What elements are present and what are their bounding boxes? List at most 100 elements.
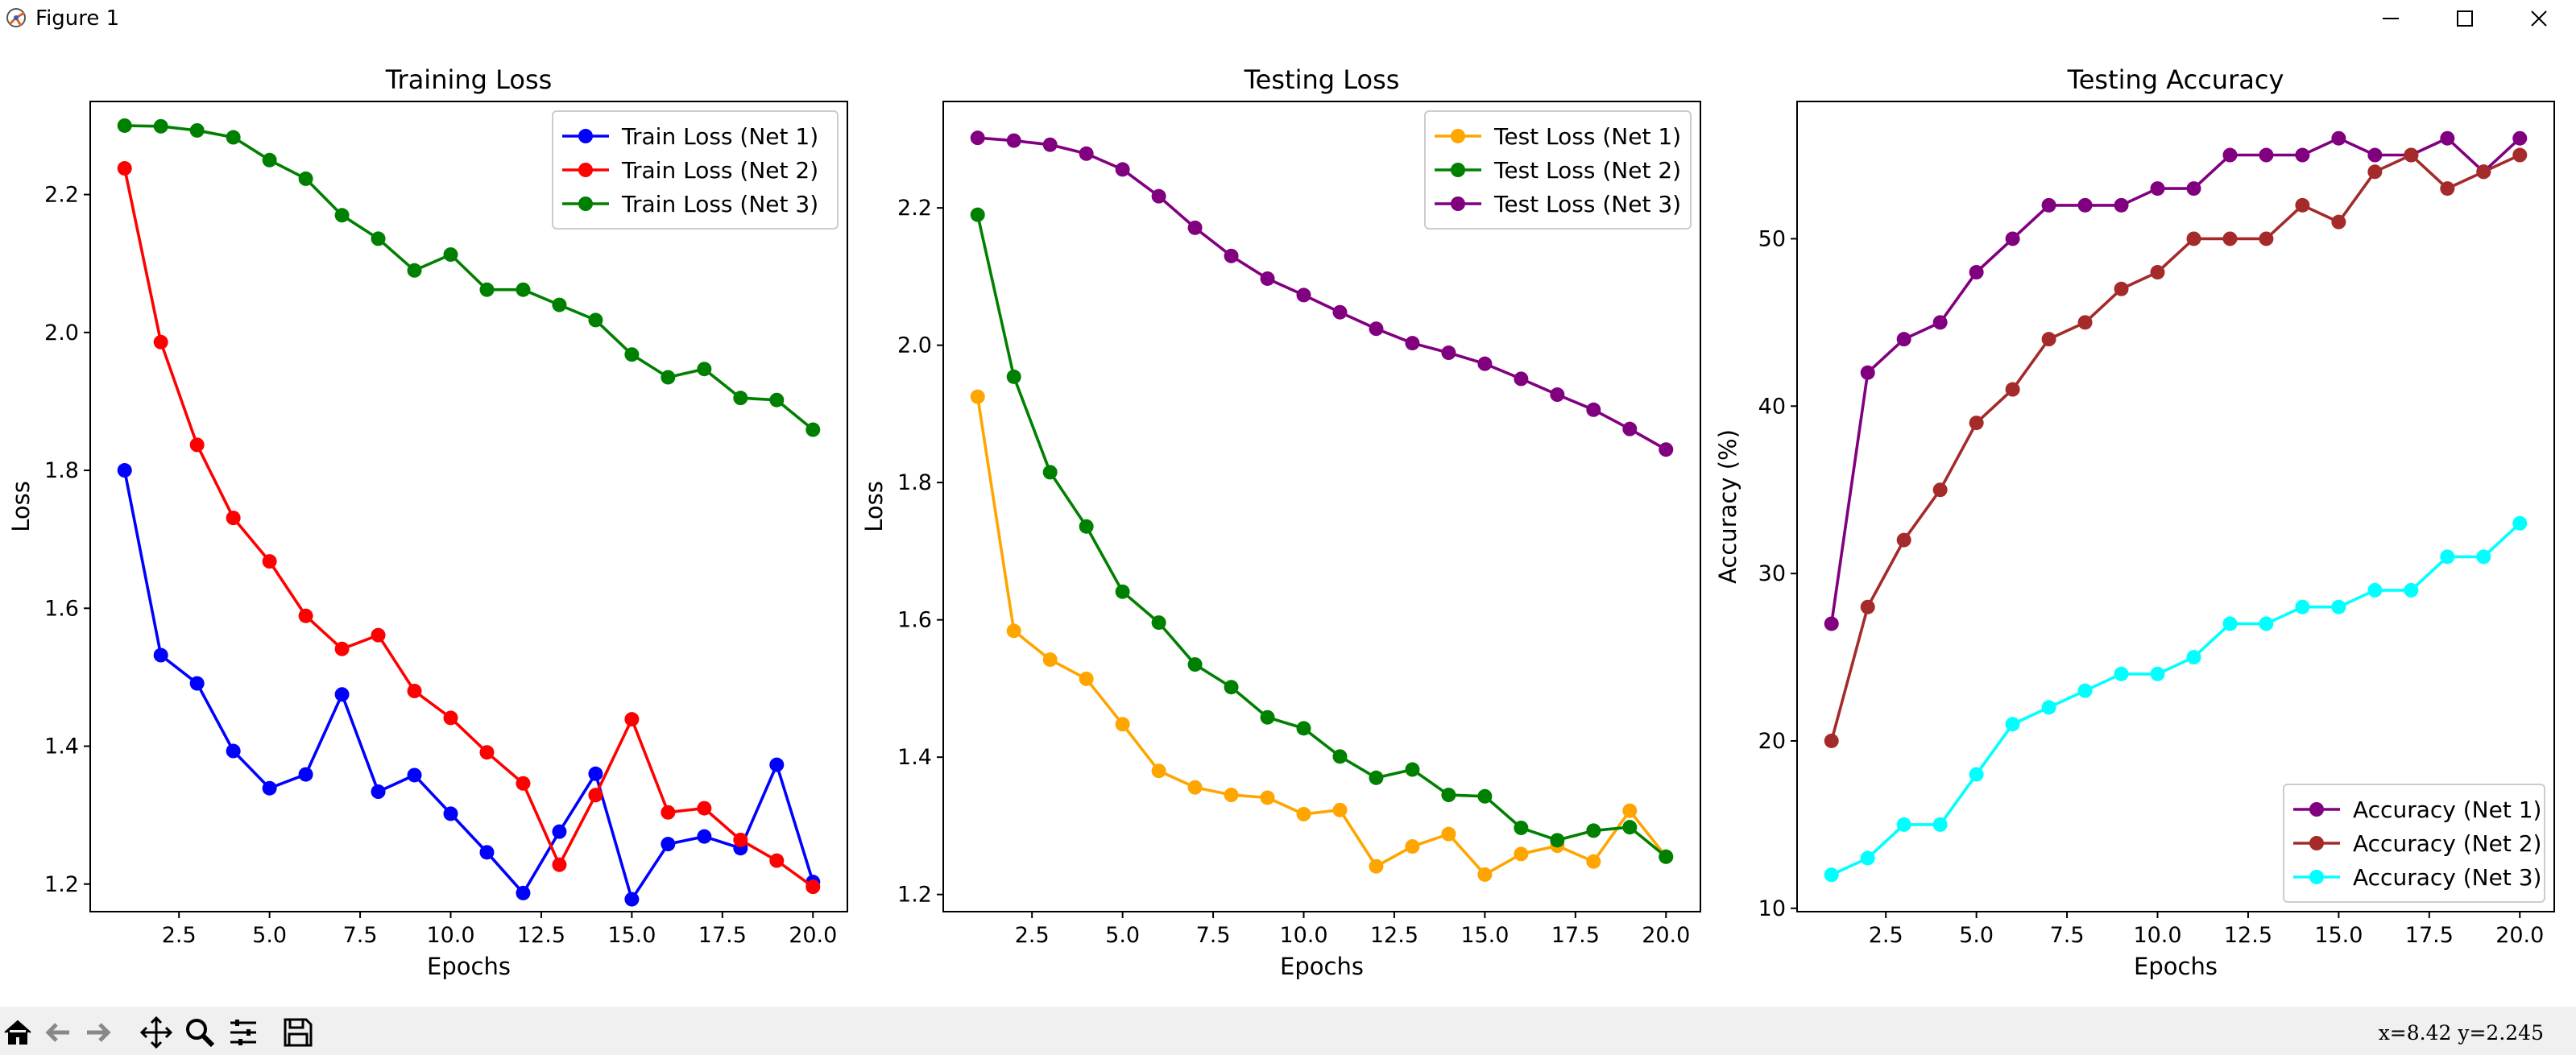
data-point xyxy=(970,130,985,146)
data-point xyxy=(1586,823,1601,838)
data-point xyxy=(2150,666,2165,681)
data-point xyxy=(189,122,205,138)
data-point xyxy=(1079,146,1094,161)
legend-swatch-marker xyxy=(578,163,593,177)
data-point xyxy=(1369,770,1384,785)
data-point xyxy=(697,362,712,377)
data-point xyxy=(806,879,821,895)
data-point xyxy=(1514,820,1529,835)
data-point xyxy=(407,684,422,699)
data-point xyxy=(970,207,985,222)
data-point xyxy=(479,745,495,760)
y-tick-label: 50 xyxy=(1758,226,1786,251)
data-point xyxy=(661,837,676,852)
data-point xyxy=(226,130,241,145)
data-point xyxy=(1586,402,1601,417)
home-icon[interactable] xyxy=(0,1015,35,1050)
x-tick-label: 10.0 xyxy=(426,923,474,948)
data-point xyxy=(1224,788,1239,803)
y-tick-label: 1.8 xyxy=(897,470,932,495)
data-point xyxy=(117,463,132,478)
data-point xyxy=(970,389,985,404)
data-point xyxy=(769,392,785,408)
data-point xyxy=(1477,867,1493,882)
minimize-button[interactable] xyxy=(2354,0,2428,37)
close-button[interactable] xyxy=(2502,0,2576,37)
maximize-button[interactable] xyxy=(2428,0,2502,37)
data-point xyxy=(226,511,241,526)
x-tick-label: 7.5 xyxy=(2050,923,2085,948)
x-tick-label: 2.5 xyxy=(1015,923,1050,948)
forward-icon[interactable] xyxy=(81,1015,116,1050)
data-point xyxy=(2222,147,2238,163)
data-point xyxy=(2331,130,2346,146)
data-point xyxy=(806,422,821,437)
data-point xyxy=(189,676,205,691)
chart-title: Testing Loss xyxy=(1244,64,1400,95)
data-point xyxy=(1151,763,1166,779)
data-point xyxy=(624,892,640,907)
x-tick-label: 17.5 xyxy=(1551,923,1600,948)
data-point xyxy=(2512,130,2528,146)
save-icon[interactable] xyxy=(280,1015,316,1050)
title-bar: Figure 1 xyxy=(0,0,2576,37)
data-point xyxy=(2186,181,2201,197)
data-point xyxy=(552,857,567,872)
window-title: Figure 1 xyxy=(35,6,120,31)
pan-icon[interactable] xyxy=(139,1015,174,1050)
data-point xyxy=(552,297,567,312)
data-point xyxy=(153,647,168,663)
series-3 xyxy=(970,130,1674,457)
data-point xyxy=(1405,762,1420,777)
data-point xyxy=(1477,788,1493,804)
data-point xyxy=(1550,833,1565,848)
data-point xyxy=(588,766,603,781)
data-point xyxy=(1369,858,1384,874)
x-tick-label: 15.0 xyxy=(1460,923,1509,948)
subplot-1: Training Loss 2.5 5.0 7.5 10.0 12.5 15.0 17.5 20… xyxy=(7,64,848,980)
data-point xyxy=(443,806,458,821)
legend-box xyxy=(2283,784,2545,903)
data-point xyxy=(153,118,168,134)
chart-title: Testing Accuracy xyxy=(2067,64,2284,95)
back-icon[interactable] xyxy=(40,1015,76,1050)
y-axis-label: Loss xyxy=(860,481,888,532)
data-point xyxy=(153,334,168,350)
legend-label: Train Loss (Net 3) xyxy=(621,191,818,217)
data-point xyxy=(2186,650,2201,665)
x-tick-label: 7.5 xyxy=(343,923,378,948)
data-point xyxy=(479,845,495,860)
data-point xyxy=(769,853,785,868)
data-point xyxy=(1441,788,1456,803)
data-point xyxy=(1405,336,1420,351)
data-point xyxy=(2041,197,2056,213)
data-point xyxy=(1969,767,1984,782)
data-point xyxy=(298,767,313,782)
data-point xyxy=(1260,790,1275,805)
data-point xyxy=(1296,806,1311,821)
data-point xyxy=(1550,387,1565,403)
legend-label: Accuracy (Net 3) xyxy=(2353,864,2541,891)
data-point xyxy=(516,282,531,297)
data-point xyxy=(1824,867,1839,883)
data-point xyxy=(2295,599,2310,614)
data-point xyxy=(1969,265,1984,280)
zoom-icon[interactable] xyxy=(182,1015,217,1050)
data-point xyxy=(189,437,205,453)
data-point xyxy=(1824,616,1839,631)
data-point xyxy=(661,370,676,385)
data-point xyxy=(1659,442,1674,457)
data-point xyxy=(2259,616,2274,631)
legend-label: Accuracy (Net 1) xyxy=(2353,796,2541,823)
data-point xyxy=(1187,780,1203,795)
legend-box xyxy=(1424,110,1692,230)
legend: Test Loss (Net 1) Test Loss (Net 2) Test L… xyxy=(1424,110,1692,230)
data-point xyxy=(1622,803,1638,818)
data-point xyxy=(407,263,422,278)
data-point xyxy=(2295,147,2310,163)
data-point xyxy=(2005,717,2020,732)
data-point xyxy=(2077,197,2093,213)
configure-subplots-icon[interactable] xyxy=(226,1015,261,1050)
x-tick-label: 12.5 xyxy=(1370,923,1418,948)
data-point xyxy=(2476,549,2491,565)
